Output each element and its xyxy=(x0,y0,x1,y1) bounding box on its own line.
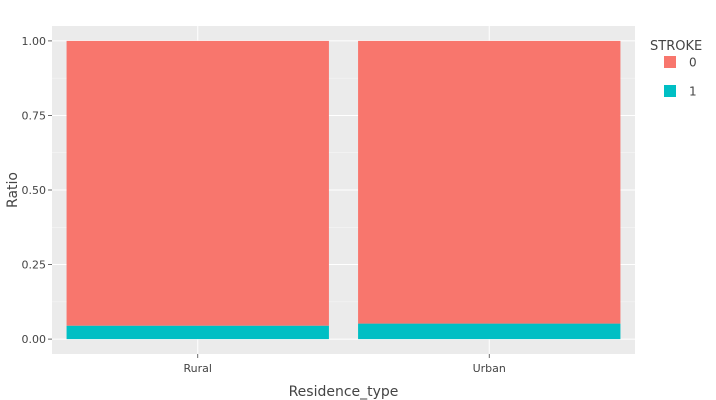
x-axis-ticks: Rural Urban xyxy=(184,354,506,375)
bar-rural-stroke-0 xyxy=(66,40,329,326)
legend-label-1: 1 xyxy=(689,85,697,99)
x-tick-label-rural: Rural xyxy=(184,362,212,375)
bar-rural-stroke-1 xyxy=(66,325,329,340)
y-tick-label: 0.25 xyxy=(22,259,47,272)
legend-items: 01 xyxy=(664,56,697,99)
legend-swatch-0 xyxy=(664,56,676,68)
legend-label-0: 0 xyxy=(689,56,697,70)
y-axis-ticks: 0.00 0.25 0.50 0.75 1.00 xyxy=(22,35,52,346)
bar-urban-stroke-0 xyxy=(358,40,621,324)
bars-layer xyxy=(66,40,621,340)
legend: STROKE 01 xyxy=(650,39,702,99)
legend-title: STROKE xyxy=(650,39,702,54)
y-tick-label: 0.50 xyxy=(22,184,47,197)
y-tick-label: 0.75 xyxy=(22,109,47,122)
x-axis-label: Residence_type xyxy=(289,384,399,400)
y-tick-label: 0.00 xyxy=(22,333,47,346)
x-tick-label-urban: Urban xyxy=(473,362,506,375)
y-tick-label: 1.00 xyxy=(22,35,47,48)
y-axis-label: Ratio xyxy=(5,172,21,208)
legend-swatch-1 xyxy=(664,85,676,97)
bar-urban-stroke-1 xyxy=(358,323,621,340)
